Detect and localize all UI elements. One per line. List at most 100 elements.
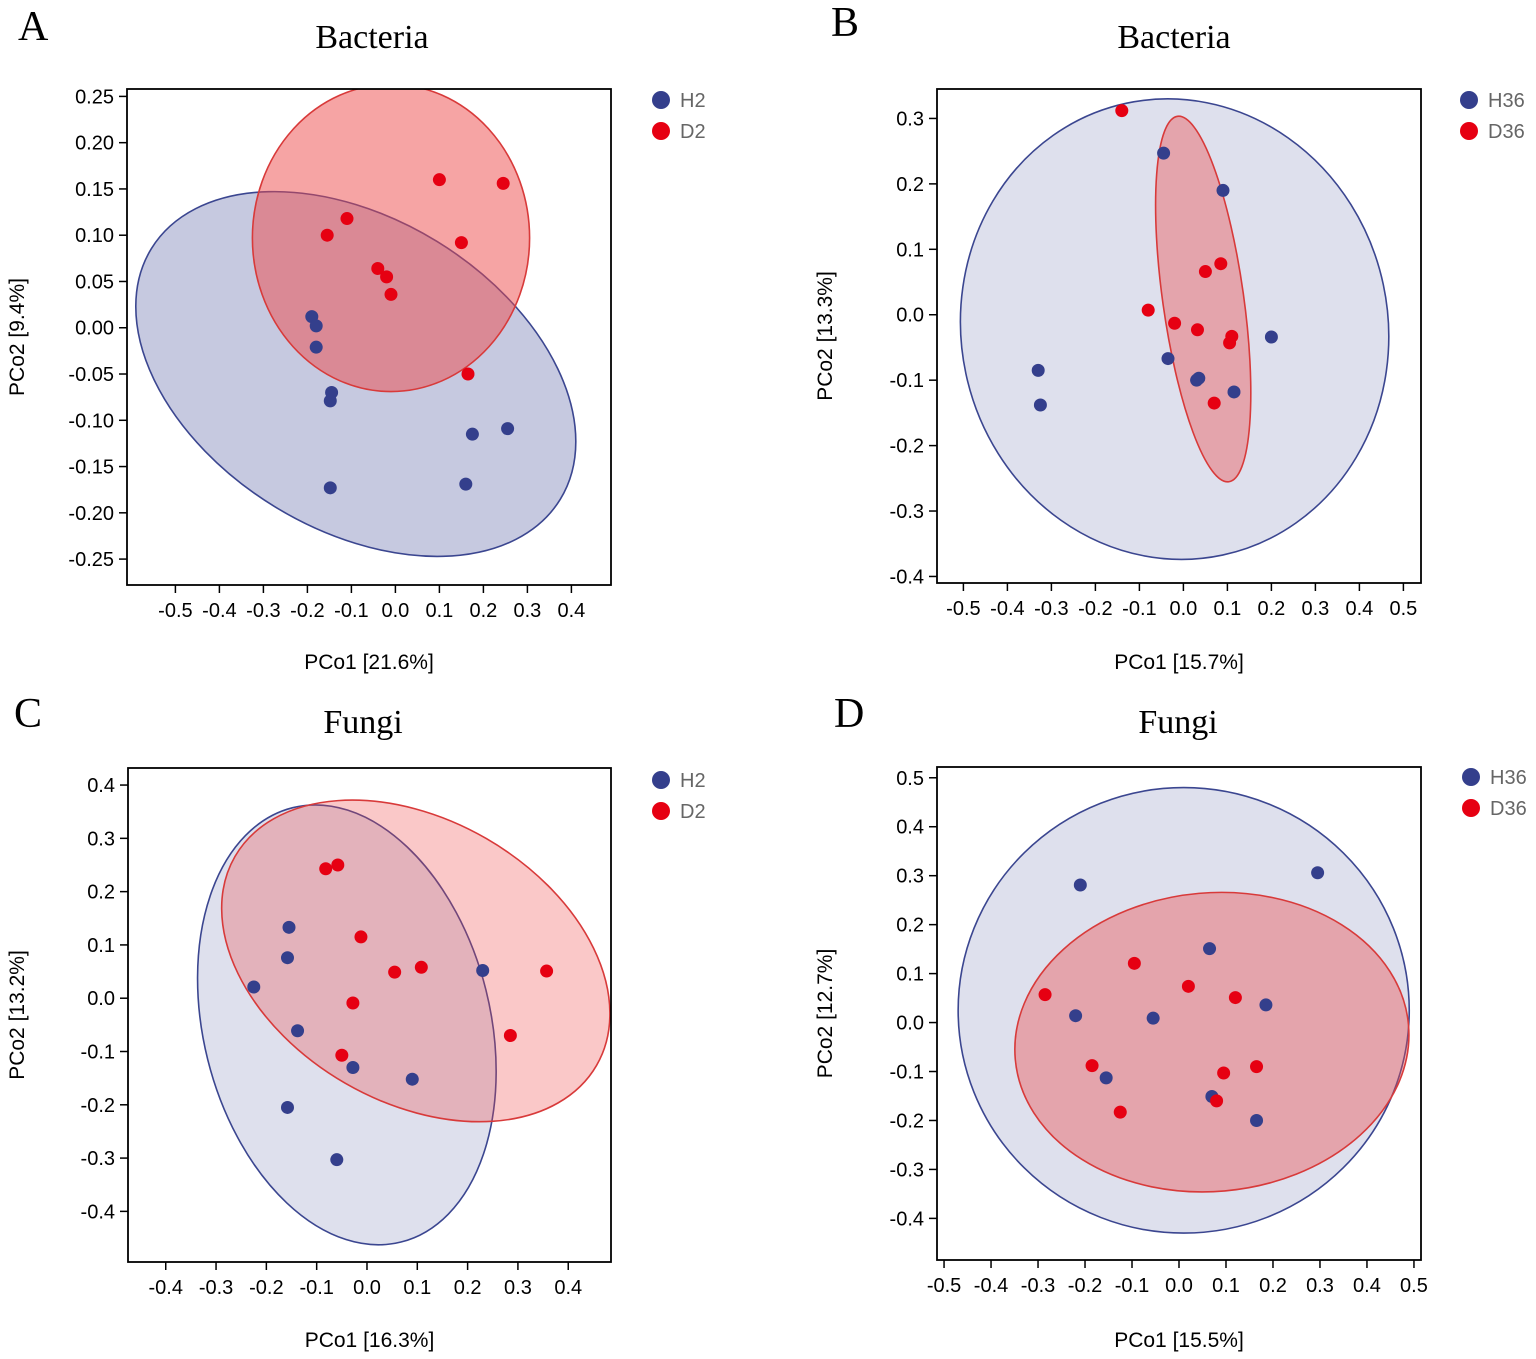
y-tick-label: 0.15 xyxy=(75,179,114,201)
x-tick-label: -0.3 xyxy=(199,1277,233,1299)
point-d36 xyxy=(1228,991,1242,1005)
point-h2 xyxy=(459,477,473,491)
point-h36 xyxy=(1216,183,1230,197)
x-tick-label: -0.4 xyxy=(974,1275,1008,1297)
legend-marker-h2 xyxy=(652,771,670,789)
point-h36 xyxy=(1203,942,1217,956)
point-d36 xyxy=(1115,104,1129,118)
y-tick-label: 0.4 xyxy=(87,775,115,797)
y-tick-label: -0.4 xyxy=(890,1208,924,1230)
point-h36 xyxy=(1099,1071,1113,1085)
legend-label-h36: H36 xyxy=(1490,767,1527,789)
point-d36 xyxy=(1217,1066,1231,1080)
x-axis-label: PCo1 [15.7%] xyxy=(1114,651,1244,674)
point-h2 xyxy=(282,920,296,934)
point-d2 xyxy=(335,1048,349,1062)
y-tick-label: 0.0 xyxy=(896,1013,924,1035)
point-d2 xyxy=(496,176,510,190)
panel-title: Fungi xyxy=(1138,704,1217,741)
y-tick-label: 0.25 xyxy=(75,86,114,108)
panel-title: Bacteria xyxy=(315,19,428,56)
y-tick-label: -0.10 xyxy=(68,410,114,432)
point-d2 xyxy=(414,960,428,974)
y-tick-label: 0.2 xyxy=(87,882,115,904)
y-tick-label: 0.1 xyxy=(896,239,924,261)
x-tick-label: 0.4 xyxy=(554,1277,582,1299)
point-h36 xyxy=(1259,998,1273,1012)
x-tick-label: -0.3 xyxy=(1034,598,1068,620)
point-h36 xyxy=(1227,385,1241,399)
point-d2 xyxy=(454,236,468,250)
point-d2 xyxy=(354,930,368,944)
point-d2 xyxy=(331,858,345,872)
y-tick-label: -0.05 xyxy=(68,364,114,386)
point-d36 xyxy=(1214,257,1228,271)
x-tick-label: 0.2 xyxy=(1257,598,1285,620)
ellipse-d36 xyxy=(1014,891,1410,1193)
point-h2 xyxy=(405,1072,419,1086)
confidence-ellipses xyxy=(957,786,1411,1234)
y-tick-label: 0.5 xyxy=(896,768,924,790)
point-h2 xyxy=(280,1100,294,1114)
panel-b: B Bacteria -0.5 -0.4 -0.3 -0.2 -0.1 0.0 0.1 0.2 0.… xyxy=(814,0,1525,674)
point-d36 xyxy=(1181,979,1195,993)
point-h2 xyxy=(247,980,261,994)
point-d2 xyxy=(384,287,398,301)
panel-title: Fungi xyxy=(323,704,402,741)
y-tick-label: 0.3 xyxy=(896,866,924,888)
y-tick-label: 0.4 xyxy=(896,817,924,839)
legend-marker-d36 xyxy=(1462,799,1480,817)
panel-d: D Fungi -0.5 -0.4 -0.3 -0.2 -0.1 0.0 0.1 0.2 0.3 0.… xyxy=(814,691,1527,1352)
point-h36 xyxy=(1073,878,1087,892)
plot-frame xyxy=(126,88,612,586)
x-tick-label: -0.2 xyxy=(1068,1275,1102,1297)
x-tick-label: 0.1 xyxy=(403,1277,431,1299)
x-tick-label: -0.5 xyxy=(946,598,980,620)
y-tick-label: 0.2 xyxy=(896,915,924,937)
x-tick-label: -0.4 xyxy=(990,598,1024,620)
x-tick-label: 0.0 xyxy=(1165,1275,1193,1297)
point-h36 xyxy=(1069,1009,1083,1023)
point-h2 xyxy=(309,340,323,354)
panel-letter: D xyxy=(834,691,864,737)
y-tick-label: 0.0 xyxy=(896,305,924,327)
legend-label-h36: H36 xyxy=(1488,90,1525,112)
point-h36 xyxy=(1033,398,1047,412)
x-tick-label: 0.5 xyxy=(1389,598,1417,620)
y-tick-label: 0.05 xyxy=(75,271,114,293)
point-h36 xyxy=(1161,352,1175,366)
legend-marker-d36 xyxy=(1460,122,1478,140)
point-d2 xyxy=(432,173,446,187)
point-d36 xyxy=(1250,1060,1264,1074)
point-d2 xyxy=(371,262,385,276)
point-d2 xyxy=(340,212,354,226)
ellipse-h2 xyxy=(196,804,497,1246)
point-h2 xyxy=(323,481,337,495)
x-tick-label: -0.2 xyxy=(1078,598,1112,620)
x-tick-label: -0.1 xyxy=(334,600,368,622)
point-d36 xyxy=(1127,956,1141,970)
y-tick-label: 0.0 xyxy=(87,988,115,1010)
point-h2 xyxy=(280,951,294,965)
point-d36 xyxy=(1198,265,1212,279)
point-d2 xyxy=(540,964,554,978)
point-d2 xyxy=(503,1029,517,1043)
y-tick-label: 0.2 xyxy=(896,174,924,196)
x-tick-label: -0.2 xyxy=(290,600,324,622)
x-tick-label: 0.3 xyxy=(513,600,541,622)
y-tick-label: 0.20 xyxy=(75,133,114,155)
y-axis-label: PCo2 [9.4%] xyxy=(6,278,29,396)
y-tick-label: -0.20 xyxy=(68,503,114,525)
x-tick-label: -0.5 xyxy=(927,1275,961,1297)
y-tick-label: 0.3 xyxy=(87,828,115,850)
y-axis-label: PCo2 [13.3%] xyxy=(814,271,837,401)
x-tick-label: 0.3 xyxy=(1306,1275,1334,1297)
legend-label-h2: H2 xyxy=(680,90,706,112)
point-d36 xyxy=(1168,316,1182,330)
x-tick-label: -0.1 xyxy=(1122,598,1156,620)
x-tick-label: 0.1 xyxy=(1213,598,1241,620)
x-tick-label: 0.4 xyxy=(1353,1275,1381,1297)
x-tick-label: 0.0 xyxy=(381,600,409,622)
x-tick-label: 0.2 xyxy=(1259,1275,1287,1297)
point-h36 xyxy=(1264,330,1278,344)
